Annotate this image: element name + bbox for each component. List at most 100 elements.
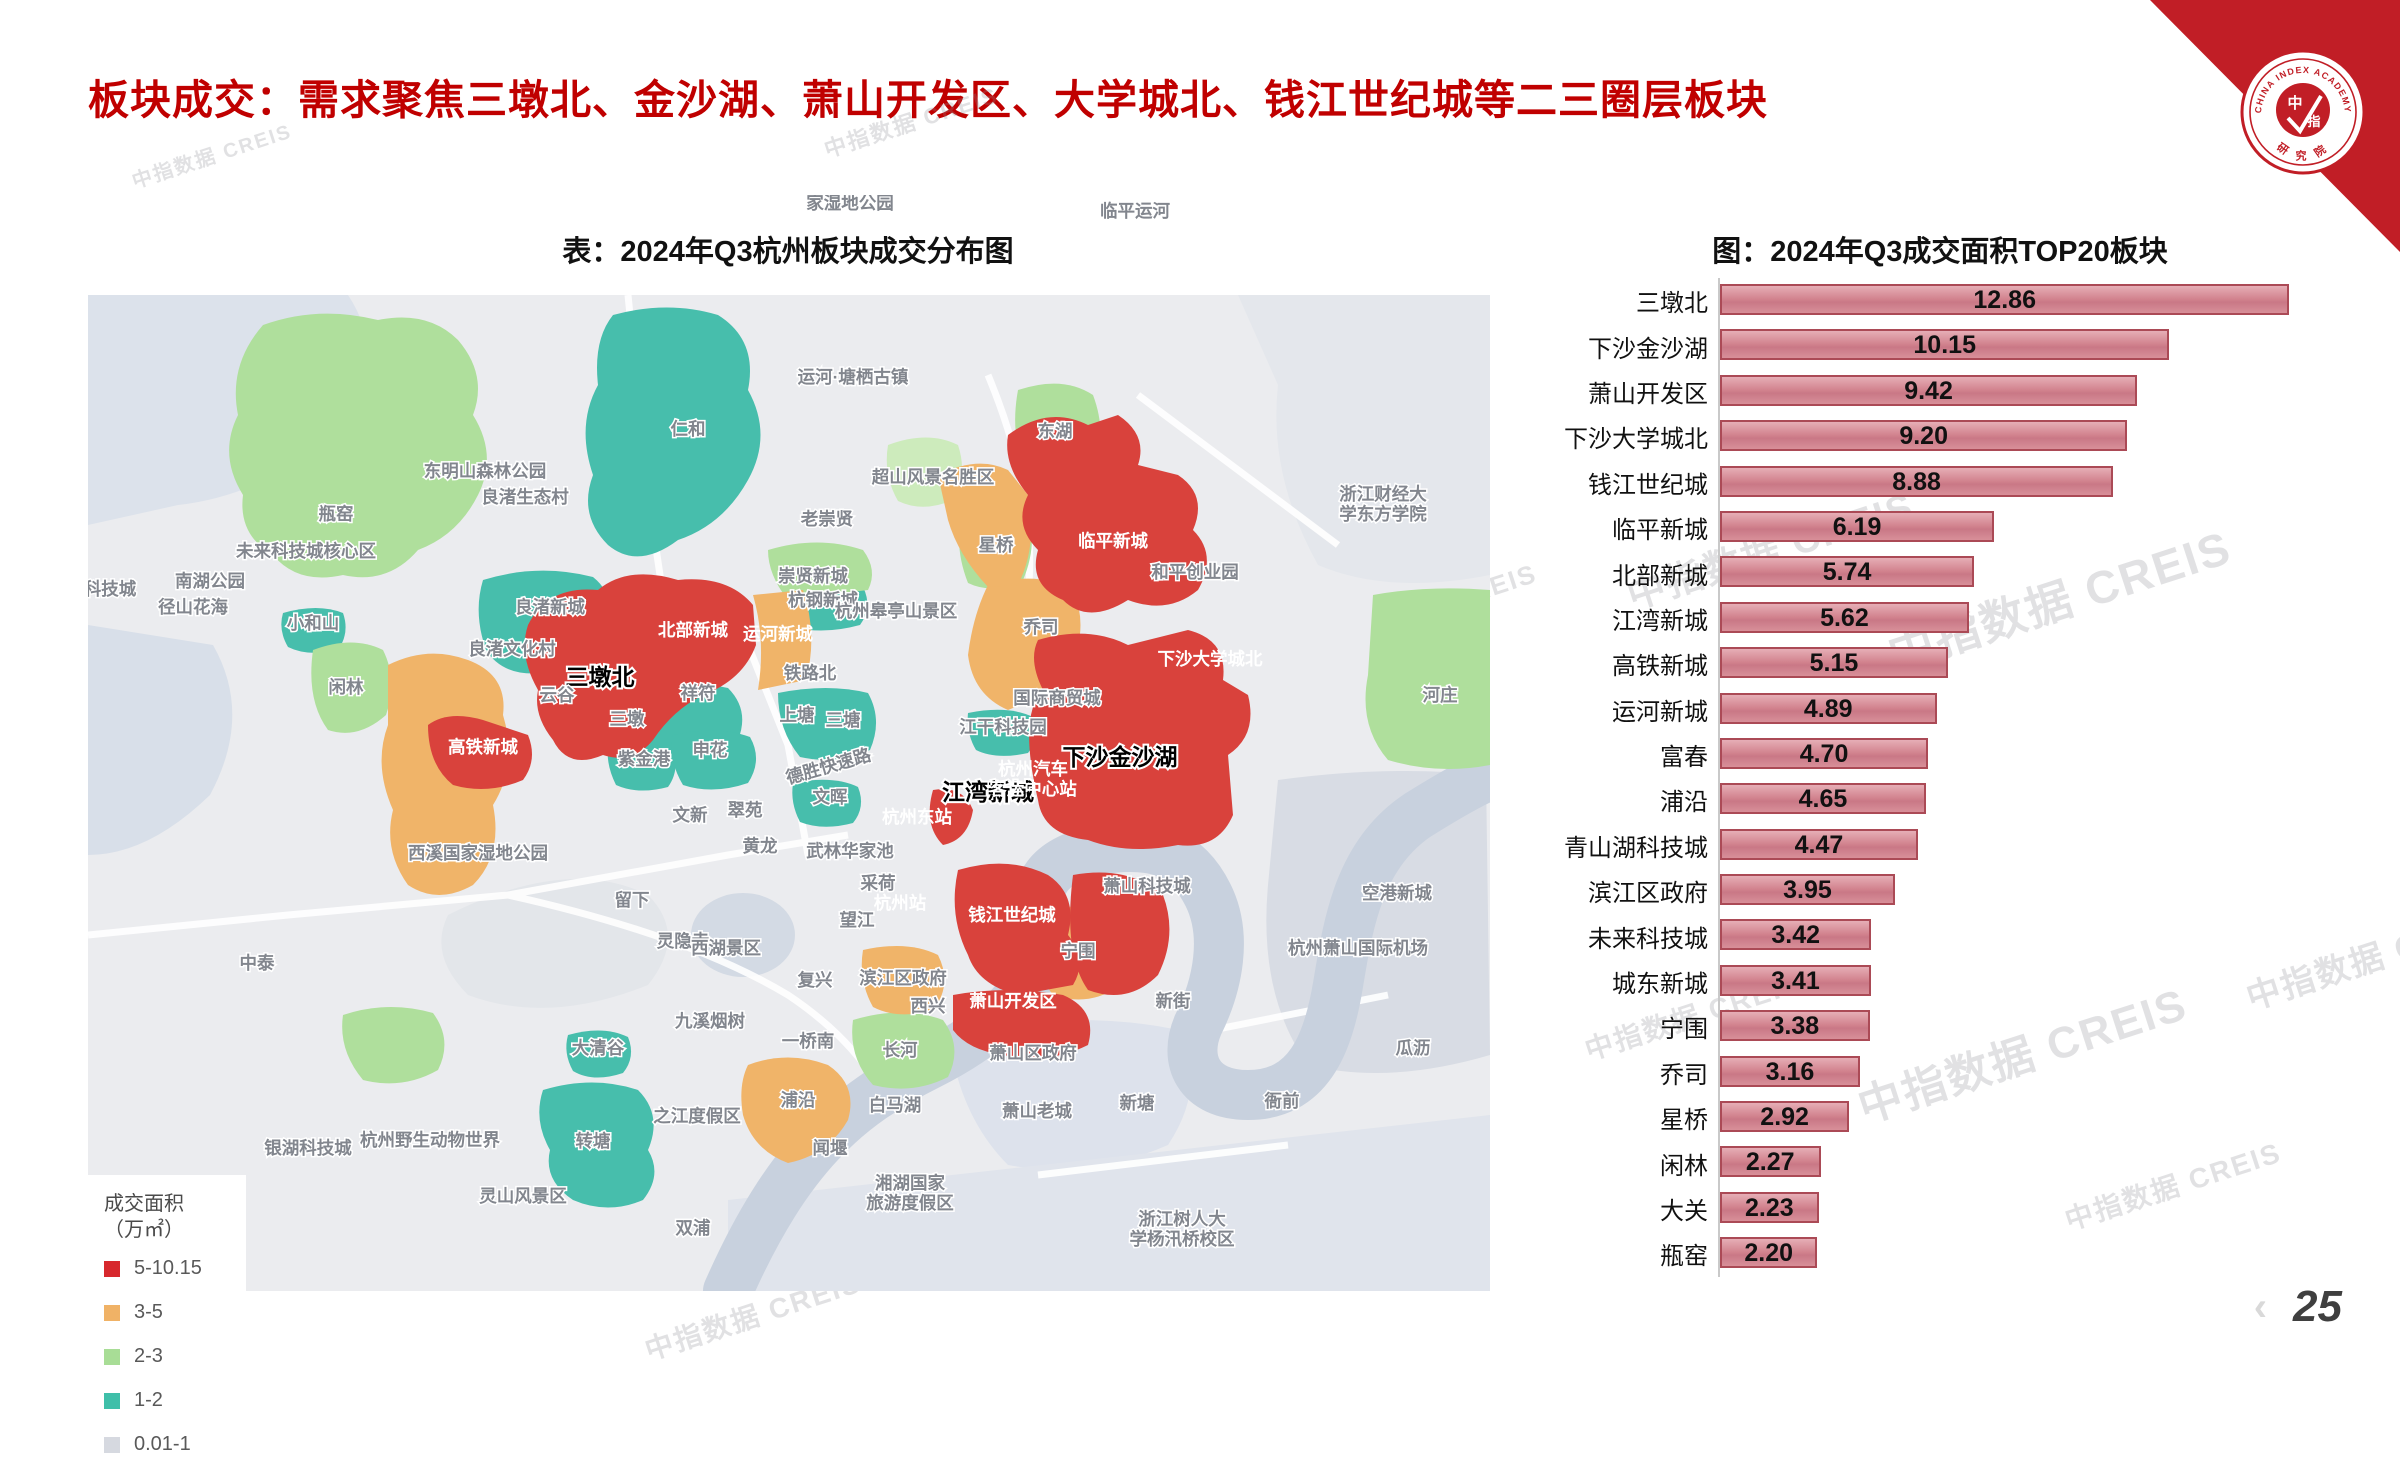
map-label: 之江度假区: [653, 1106, 741, 1126]
map-label: 闻堰: [813, 1138, 848, 1158]
chart-bar-track: 4.70: [1718, 731, 2300, 778]
chart-category-label: 下沙大学城北: [1564, 426, 1708, 454]
chart-bar-track: 3.38: [1718, 1004, 2300, 1050]
chart-bar: 2.92: [1720, 1101, 1850, 1133]
legend-item: 1-2: [104, 1389, 236, 1412]
map-label: 上塘: [780, 705, 815, 725]
chart-category-label: 闲林: [1660, 1152, 1708, 1180]
map-label: 杭州站: [874, 893, 927, 913]
top20-bar-chart: 三墩北 12.86 下沙金沙湖 10.15 萧山开发区 9.42 下沙大学城北 9.20 钱江世…: [1528, 278, 2300, 1288]
chart-category-label: 富春: [1660, 744, 1708, 772]
legend-label: 1-2: [134, 1389, 163, 1411]
chart-bar-track: 4.47: [1718, 822, 2300, 869]
map-label: 三墩: [610, 709, 645, 729]
chart-row: 浦沿 4.65: [1528, 777, 2300, 823]
chart-bar-value: 5.74: [1822, 558, 1872, 587]
chart-row: 青山湖科技城 4.47: [1528, 822, 2300, 869]
chart-category-label: 星桥: [1660, 1107, 1708, 1135]
map-label: 宁围: [1061, 941, 1096, 961]
chart-bar-value: 4.89: [1803, 694, 1853, 723]
chart-rows: 三墩北 12.86 下沙金沙湖 10.15 萧山开发区 9.42 下沙大学城北 9.20 钱江世…: [1528, 278, 2300, 1277]
map-label: 径山花海: [158, 597, 228, 617]
map-label: 云谷: [540, 685, 575, 705]
chart-bar: 5.62: [1720, 601, 1969, 633]
chart-row: 星桥 2.92: [1528, 1095, 2300, 1141]
map-label: 闲林: [329, 677, 364, 697]
legend-title-line2: （万㎡）: [104, 1219, 184, 1241]
map-label: 钱江世纪城: [968, 905, 1056, 925]
map-label: 祥符: [681, 683, 716, 703]
chart-bar: 3.38: [1720, 1010, 1870, 1042]
map-label: 良渚文化村: [468, 639, 556, 659]
page-title: 板块成交：需求聚焦三墩北、金沙湖、萧山开发区、大学城北、钱江世纪城等二三圈层板块: [88, 77, 1768, 123]
chart-bar-track: 9.42: [1718, 368, 2300, 415]
chart-bar-value: 6.19: [1832, 512, 1882, 541]
map-label: 申花: [693, 740, 728, 760]
chart-row: 高铁新城 5.15: [1528, 641, 2300, 687]
chart-bar: 6.19: [1720, 510, 1995, 542]
watermark: 中指数据 CREIS: [129, 120, 295, 194]
chart-bar-track: 3.41: [1718, 958, 2300, 1005]
legend-item: 2-3: [104, 1345, 236, 1368]
chart-bar-track: 12.86: [1718, 278, 2300, 324]
logo-zh2: 指: [2307, 114, 2320, 129]
chart-category-label: 临平新城: [1612, 517, 1708, 545]
map-label: 大清谷: [572, 1038, 625, 1058]
chart-row: 未来科技城 3.42: [1528, 913, 2300, 959]
legend-item: 0.01-1: [104, 1433, 236, 1456]
chart-row: 富春 4.70: [1528, 731, 2300, 778]
chart-category-label: 乔司: [1660, 1061, 1708, 1089]
chart-bar: 4.65: [1720, 783, 1926, 815]
chart-category-label: 下沙金沙湖: [1588, 335, 1708, 363]
chart-bar-value: 3.16: [1765, 1057, 1815, 1086]
chart-bar: 2.27: [1720, 1146, 1821, 1178]
map-label: 小和山: [287, 613, 340, 633]
map-label: 科技城: [88, 579, 137, 599]
chart-row: 城东新城 3.41: [1528, 958, 2300, 1005]
map-title: 表：2024年Q3杭州板块成交分布图: [562, 236, 1014, 268]
legend-item: 5-10.15: [104, 1257, 236, 1280]
map-label: 杭州汽车客运中心站: [988, 759, 1077, 799]
map-label: 河庄: [1423, 685, 1458, 705]
legend-swatch: [104, 1436, 120, 1453]
legend-swatch: [104, 1392, 120, 1409]
logo-check-icon: [2286, 94, 2323, 135]
chart-category-label: 北部新城: [1612, 562, 1708, 590]
map-label: 运河·塘栖古镇: [798, 367, 909, 387]
prev-page-chevron-icon[interactable]: ‹: [2253, 1284, 2268, 1329]
chart-bar-value: 3.95: [1783, 876, 1832, 905]
map-label: 江干科技园: [959, 717, 1047, 737]
legend-label: 0.01-1: [134, 1433, 191, 1455]
chart-bar-value: 2.27: [1745, 1148, 1795, 1177]
chart-bar: 4.47: [1720, 828, 1918, 860]
map-label: 临平运河: [1100, 201, 1170, 221]
chart-bar: 3.16: [1720, 1055, 1860, 1087]
chart-row: 滨江区政府 3.95: [1528, 868, 2300, 914]
map-label: 和平创业园: [1151, 562, 1239, 582]
chart-category-label: 青山湖科技城: [1564, 834, 1708, 862]
chart-row: 运河新城 4.89: [1528, 686, 2300, 732]
map-label: 仁和: [671, 419, 706, 439]
chart-bar: 9.42: [1720, 374, 2138, 406]
chart-bar-value: 2.20: [1744, 1239, 1794, 1268]
chart-row: 闲林 2.27: [1528, 1140, 2300, 1186]
chart-bar-track: 3.16: [1718, 1049, 2300, 1096]
map-label: 杭钢新城: [788, 590, 858, 610]
legend-items: 5-10.15 3-5 2-3 1-2 0.01-1: [104, 1257, 236, 1456]
map-label: 崇贤新城: [778, 566, 848, 586]
chart-bar-track: 2.92: [1718, 1095, 2300, 1141]
map-label: 转塘: [576, 1131, 611, 1151]
chart-bar-track: 6.19: [1718, 504, 2300, 551]
chart-bar-track: 2.20: [1718, 1231, 2300, 1277]
map-label: 萧山科技城: [1103, 876, 1191, 896]
chart-bar: 4.70: [1720, 737, 1929, 769]
chart-bar: 3.41: [1720, 964, 1871, 996]
chart-bar-value: 10.15: [1913, 331, 1976, 360]
map-label: 运河新城: [743, 624, 813, 644]
chart-category-label: 浦沿: [1660, 789, 1708, 817]
chart-category-label: 三墩北: [1636, 290, 1708, 318]
legend-swatch: [104, 1260, 120, 1277]
map-label: 新街: [1156, 991, 1191, 1011]
map-label: 良渚生态村: [481, 487, 569, 507]
